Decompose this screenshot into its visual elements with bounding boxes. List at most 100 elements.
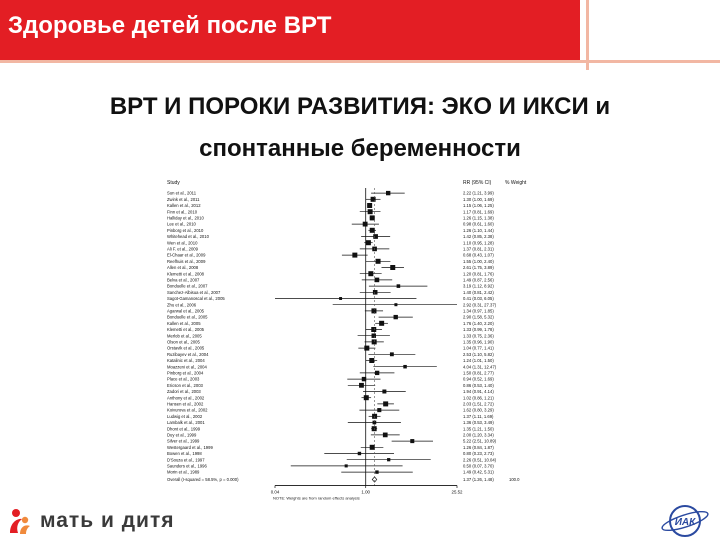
- rr-ci-label: 2.53 (1.10, 5.82): [463, 352, 494, 357]
- x-axis-ticks: 0.04 1.00 25.52: [271, 485, 464, 495]
- study-marker: [368, 271, 374, 277]
- study-label: Kallen et al., 2005: [167, 321, 201, 326]
- study-label: Sun et al., 2011: [167, 191, 197, 196]
- study-marker: [362, 221, 368, 227]
- study-marker: [379, 320, 385, 326]
- study-label: Dhont et al., 1999: [167, 426, 201, 431]
- rr-ci-label: 0.80 (0.23, 2.73): [463, 451, 494, 456]
- rr-ci-label: 1.50 (0.81, 2.77): [463, 371, 494, 376]
- study-marker: [369, 444, 375, 450]
- overall-label: Overall (I-squared = 58.5%, p = 0.000): [167, 477, 239, 482]
- study-label: Hansen et al., 2002: [167, 402, 204, 407]
- header-title: Здоровье детей после ВРТ: [8, 12, 332, 39]
- iak-logo: ИАК: [661, 505, 709, 537]
- rr-ci-label: 2.22 (1.21, 3.99): [463, 191, 494, 196]
- rr-ci-label: 1.36 (0.53, 3.49): [463, 420, 494, 425]
- study-label: Finn et al., 2010: [167, 209, 198, 214]
- rr-ci-label: 0.94 (0.52, 1.69): [463, 377, 494, 382]
- rr-ci-label: 1.49 (0.42, 5.31): [463, 470, 494, 475]
- rr-ci-label: 2.26 (0.51, 10.04): [463, 457, 497, 462]
- study-label: Orstavik et al., 2005: [167, 346, 205, 351]
- study-label: Morin et al., 1989: [167, 470, 200, 475]
- study-marker: [374, 277, 380, 283]
- study-marker: [382, 432, 388, 438]
- study-marker: [389, 352, 394, 357]
- column-header-study: Study: [167, 180, 180, 186]
- x-tick-label: 25.52: [452, 490, 464, 495]
- study-label: Koivurova et al., 2002: [167, 408, 208, 413]
- study-marker: [385, 190, 391, 196]
- study-marker: [369, 358, 375, 363]
- study-label: Anthony et al., 2002: [167, 395, 205, 400]
- study-marker: [374, 370, 380, 376]
- study-marker: [372, 290, 378, 295]
- study-label: Olson et al., 2005: [167, 340, 200, 345]
- rr-ci-label: 1.15 (1.06, 1.25): [463, 203, 494, 208]
- overall-diamond: [371, 476, 378, 483]
- study-marker: [383, 401, 389, 407]
- rr-ci-label: 1.35 (1.21, 1.50): [463, 426, 494, 431]
- study-marker: [361, 376, 367, 382]
- rr-ci-label: 3.19 (1.12, 8.92): [463, 284, 494, 289]
- study-label: Ericson et al., 2003: [167, 383, 204, 388]
- rr-ci-label: 1.26 (1.10, 1.44): [463, 228, 494, 233]
- rr-ci-label: 0.68 (0.43, 1.07): [463, 253, 494, 258]
- rr-ci-label: 1.33 (0.75, 2.36): [463, 333, 494, 338]
- study-label: Kallen et al., 2012: [167, 203, 201, 208]
- header-bar: Здоровье детей после ВРТ: [0, 0, 580, 60]
- rr-ci-label: 1.17 (0.81, 1.69): [463, 209, 494, 214]
- study-label: Klemetti et al., 2008: [167, 271, 205, 276]
- rr-ci-label: 1.30 (1.00, 1.69): [463, 197, 494, 202]
- rr-ci-label: 1.26 (1.15, 1.38): [463, 216, 494, 221]
- overall-rr-label: 1.37 (1.26, 1.48): [463, 477, 494, 482]
- study-marker: [375, 258, 381, 264]
- study-marker: [373, 234, 378, 239]
- rr-ci-label: 4.04 (1.31, 12.47): [463, 364, 497, 369]
- study-label: Zhu et al., 2006: [167, 302, 197, 307]
- x-tick-label: 1.00: [361, 490, 370, 495]
- study-marker: [365, 240, 371, 246]
- study-marker: [339, 297, 343, 300]
- study-marker: [377, 408, 382, 413]
- logo-mark-icon: [10, 509, 30, 534]
- study-marker: [387, 458, 391, 462]
- study-label: Saunders et al., 1996: [167, 464, 207, 469]
- overall-weight-label: 100.0: [509, 477, 520, 482]
- study-marker: [344, 464, 348, 468]
- study-label: Bonduelle et al., 2005: [167, 315, 208, 320]
- study-marker: [382, 389, 387, 394]
- study-label: Merlob et al., 2005: [167, 333, 202, 338]
- study-label: Zwink et al., 2011: [167, 197, 200, 202]
- study-marker: [403, 364, 407, 369]
- study-label: D'Souza et al., 1997: [167, 457, 205, 462]
- forest-plot: Study RR (95% CI) % Weight Sun et al., 2…: [167, 180, 527, 501]
- rr-ci-label: 1.34 (0.97, 1.85): [463, 309, 494, 314]
- rr-ci-label: 0.98 (0.61, 1.60): [463, 222, 494, 227]
- rr-ci-label: 2.00 (1.20, 3.34): [463, 433, 494, 438]
- study-label: Reefhuis et al., 2009: [167, 259, 206, 264]
- rr-ci-label: 2.90 (1.58, 5.32): [463, 315, 494, 320]
- slide-title: ВРТ И ПОРОКИ РАЗВИТИЯ: ЭКО И ИКСИ и спон…: [20, 86, 700, 170]
- x-tick-label: 0.04: [271, 490, 280, 495]
- study-marker: [372, 420, 377, 425]
- study-label: Katalinic et al., 2004: [167, 358, 205, 363]
- study-marker: [352, 252, 358, 258]
- study-marker: [393, 314, 398, 320]
- study-marker: [371, 327, 377, 332]
- rr-ci-label: 1.55 (1.00, 2.40): [463, 259, 494, 264]
- study-label: Silver et al., 1999: [167, 439, 200, 444]
- study-marker: [370, 196, 376, 202]
- study-label: Whitehead et al., 2010: [167, 234, 210, 239]
- rr-ci-label: 1.49 (0.87, 2.56): [463, 278, 494, 283]
- study-marker: [371, 333, 376, 338]
- study-label: Klemetti et al., 2005: [167, 327, 205, 332]
- rr-ci-label: 1.20 (0.81, 1.76): [463, 271, 494, 276]
- rr-ci-label: 5.22 (2.51, 10.89): [463, 439, 497, 444]
- study-marker: [394, 303, 398, 307]
- rr-ci-label: 1.10 (0.95, 1.28): [463, 240, 494, 245]
- rr-ci-label: 1.42 (0.85, 2.38): [463, 234, 494, 239]
- iak-logo-text: ИАК: [675, 517, 696, 528]
- rr-ci-label: 1.76 (1.40, 2.20): [463, 321, 494, 326]
- study-label: Moazzeni et al., 2004: [167, 364, 207, 369]
- study-label: Bonduelle et al., 2007: [167, 284, 208, 289]
